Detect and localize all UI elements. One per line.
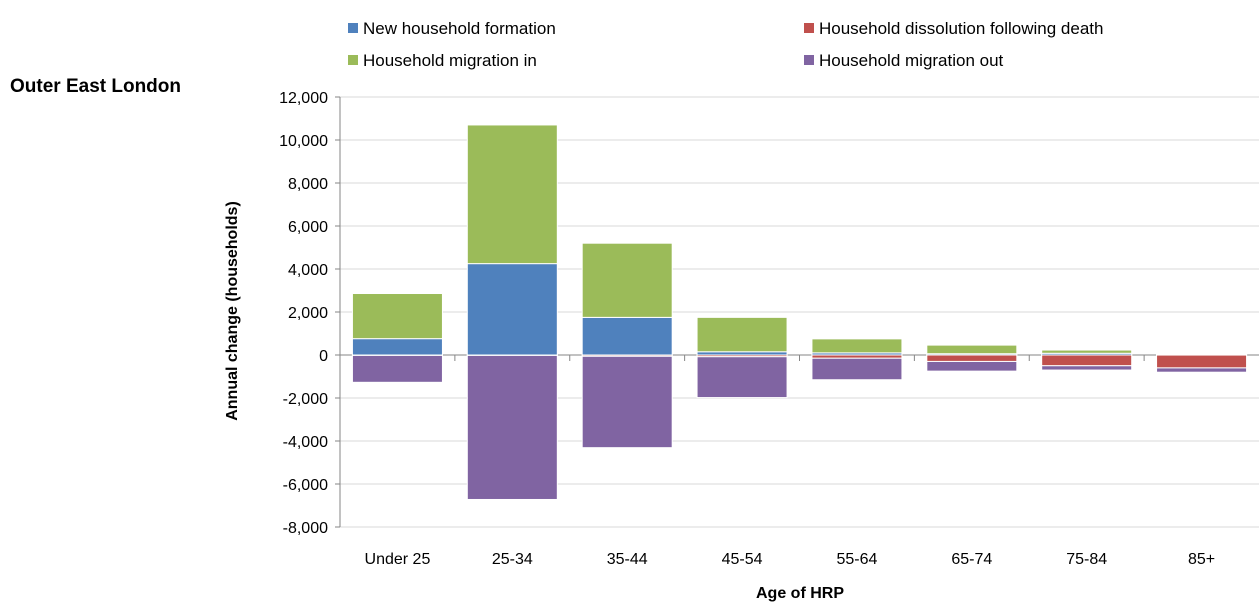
y-tick-label: -2,000	[283, 391, 328, 408]
y-axis-title: Annual change (households)	[224, 201, 241, 421]
bar-segment	[581, 242, 673, 318]
bar-segment	[696, 356, 788, 399]
x-tick-label: 75-84	[1066, 551, 1107, 568]
y-tick-label: 12,000	[279, 90, 328, 107]
y-tick-label: 2,000	[288, 305, 328, 322]
bar-segment	[466, 124, 558, 265]
axes	[335, 96, 1145, 528]
y-tick-label: -4,000	[283, 434, 328, 451]
legend: New household formation Household dissolu…	[348, 19, 1103, 70]
bar-segment	[926, 360, 1018, 372]
legend-swatch	[804, 23, 814, 33]
legend-label: Household migration in	[363, 51, 537, 70]
bar-segment	[466, 263, 558, 356]
x-tick-label: 85+	[1188, 551, 1215, 568]
legend-swatch	[348, 23, 358, 33]
bar-segment	[1041, 365, 1133, 371]
bar-segment	[1156, 354, 1248, 356]
y-tick-label: 6,000	[288, 219, 328, 236]
bar-segment	[1041, 349, 1133, 354]
bar-segment	[351, 338, 443, 356]
bar-segment	[466, 354, 558, 500]
bar-segment	[1041, 354, 1133, 367]
x-axis-title: Age of HRP	[756, 585, 844, 602]
y-tick-label: 8,000	[288, 176, 328, 193]
legend-swatch	[348, 55, 358, 65]
y-tick-label: -6,000	[283, 477, 328, 494]
bar-segment	[811, 357, 903, 381]
y-tick-label: 0	[319, 348, 328, 365]
region-title: Outer East London	[10, 76, 181, 97]
x-tick-label: 35-44	[607, 551, 648, 568]
x-tick-label: 55-64	[836, 551, 877, 568]
bar-segment	[926, 354, 1018, 362]
y-tick-label: 4,000	[288, 262, 328, 279]
y-tick-label: 10,000	[279, 133, 328, 150]
bar-segment	[351, 293, 443, 340]
legend-swatch	[804, 55, 814, 65]
legend-label: Household migration out	[819, 51, 1004, 70]
legend-label: New household formation	[363, 19, 556, 38]
bar-segment	[1156, 354, 1248, 369]
legend-label: Household dissolution following death	[819, 19, 1103, 38]
x-tick-label: 25-34	[492, 551, 533, 568]
x-tick-label: 45-54	[722, 551, 763, 568]
bar-segment	[581, 316, 673, 356]
bar-segment	[696, 316, 788, 353]
y-tick-labels: -8,000 -6,000 -4,000 -2,000 0 2,000 4,000 6,000…	[279, 90, 328, 537]
x-tick-label: Under 25	[365, 551, 431, 568]
y-tick-label: -8,000	[283, 520, 328, 537]
x-tick-labels: Under 25 25-34 35-44 45-54 55-64 65-74 75-84 85…	[365, 551, 1216, 568]
bars	[351, 124, 1248, 500]
x-tick-label: 65-74	[951, 551, 992, 568]
bar-segment	[351, 354, 443, 383]
bar-segment	[1156, 367, 1248, 373]
bar-segment	[581, 355, 673, 449]
bar-segment	[811, 338, 903, 354]
bar-segment	[926, 344, 1018, 355]
